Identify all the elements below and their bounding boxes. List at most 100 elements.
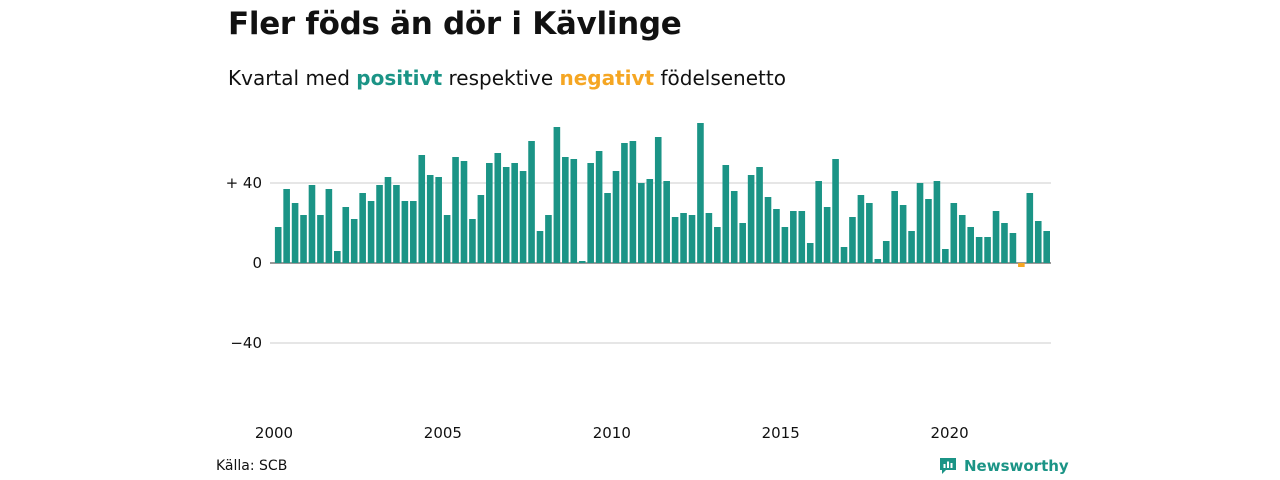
bar bbox=[739, 223, 746, 263]
bar bbox=[1001, 223, 1008, 263]
source-note: Källa: SCB bbox=[216, 458, 288, 474]
bar bbox=[384, 177, 392, 263]
bar bbox=[570, 159, 578, 263]
bar bbox=[722, 165, 730, 263]
y-tick-label: 0 bbox=[252, 254, 262, 272]
bar bbox=[308, 185, 316, 263]
bar bbox=[1009, 233, 1017, 263]
x-tick-label: 2020 bbox=[931, 424, 969, 442]
bar bbox=[494, 153, 502, 263]
subtitle-middle: respektive bbox=[448, 66, 554, 90]
bar bbox=[874, 259, 882, 263]
bar bbox=[410, 201, 417, 263]
bar bbox=[975, 237, 983, 263]
bar bbox=[418, 155, 426, 263]
bar bbox=[1018, 263, 1025, 267]
brand-logo: Newsworthy bbox=[938, 456, 1069, 476]
bar bbox=[536, 231, 544, 263]
bar bbox=[671, 217, 679, 263]
bar bbox=[798, 211, 806, 263]
bar bbox=[1026, 193, 1034, 263]
bar bbox=[562, 157, 569, 263]
x-tick-label: 2005 bbox=[424, 424, 462, 442]
bar bbox=[891, 191, 898, 263]
bar bbox=[393, 185, 400, 263]
bar bbox=[688, 215, 696, 263]
bar bbox=[359, 193, 366, 263]
bar bbox=[654, 137, 662, 263]
bar bbox=[781, 227, 789, 263]
chart-subtitle: Kvartal med positivt respektive negativt… bbox=[228, 66, 786, 90]
bar bbox=[857, 195, 865, 263]
bars bbox=[274, 123, 1050, 267]
chart-title: Fler föds än dör i Kävlinge bbox=[228, 6, 682, 42]
subtitle-negative-word: negativt bbox=[559, 66, 655, 90]
bar bbox=[342, 207, 350, 263]
bar bbox=[663, 181, 670, 263]
bar bbox=[376, 185, 383, 263]
bar bbox=[714, 227, 721, 263]
bar bbox=[942, 249, 949, 263]
bar bbox=[925, 199, 932, 263]
bar bbox=[367, 201, 375, 263]
bar bbox=[595, 151, 603, 263]
bar bbox=[832, 159, 839, 263]
bar bbox=[291, 203, 299, 263]
bar bbox=[317, 215, 324, 263]
axis-labels: + 40 0 −40 2000 2005 2010 2015 2020 bbox=[226, 174, 969, 442]
bar bbox=[790, 211, 797, 263]
bar bbox=[612, 171, 620, 263]
bar bbox=[274, 227, 282, 263]
bar bbox=[916, 183, 924, 263]
bar bbox=[747, 175, 755, 263]
bar bbox=[629, 141, 637, 263]
bar bbox=[443, 215, 451, 263]
bar bbox=[984, 237, 991, 263]
bar bbox=[401, 201, 409, 263]
subtitle-positive-word: positivt bbox=[356, 66, 443, 90]
x-tick-label: 2010 bbox=[593, 424, 631, 442]
bar bbox=[840, 247, 848, 263]
subtitle-prefix: Kvartal med bbox=[228, 66, 350, 90]
y-tick-label: + 40 bbox=[226, 174, 262, 192]
bar bbox=[992, 211, 1000, 263]
bar bbox=[283, 189, 290, 263]
bar bbox=[553, 127, 561, 263]
bar bbox=[511, 163, 518, 263]
y-tick-label: −40 bbox=[230, 334, 262, 352]
bar-chart: + 40 0 −40 2000 2005 2010 2015 2020 bbox=[226, 123, 1051, 442]
bar bbox=[806, 243, 814, 263]
bar bbox=[764, 197, 772, 263]
bar bbox=[908, 231, 915, 263]
bar bbox=[849, 217, 856, 263]
bar bbox=[815, 181, 822, 263]
subtitle-suffix: födelsenetto bbox=[660, 66, 786, 90]
bar bbox=[621, 143, 628, 263]
bar bbox=[300, 215, 307, 263]
bar bbox=[680, 213, 687, 263]
bar bbox=[334, 251, 341, 263]
bar bbox=[519, 171, 527, 263]
bar bbox=[460, 161, 468, 263]
bar bbox=[452, 157, 459, 263]
bar bbox=[1043, 231, 1050, 263]
bar bbox=[899, 205, 907, 263]
bar bbox=[705, 213, 713, 263]
bar bbox=[350, 219, 358, 263]
bar bbox=[646, 179, 654, 263]
bar bbox=[882, 241, 890, 263]
bar bbox=[823, 207, 831, 263]
bar bbox=[958, 215, 966, 263]
bar bbox=[638, 183, 645, 263]
bar bbox=[1034, 221, 1042, 263]
bar bbox=[730, 191, 738, 263]
bar bbox=[604, 193, 611, 263]
bar bbox=[967, 227, 974, 263]
brand-name: Newsworthy bbox=[964, 457, 1069, 475]
bar bbox=[587, 163, 594, 263]
bar bbox=[502, 167, 510, 263]
bar bbox=[756, 167, 763, 263]
bar bbox=[426, 175, 434, 263]
bar bbox=[528, 141, 535, 263]
newsworthy-logo-icon bbox=[940, 458, 956, 474]
